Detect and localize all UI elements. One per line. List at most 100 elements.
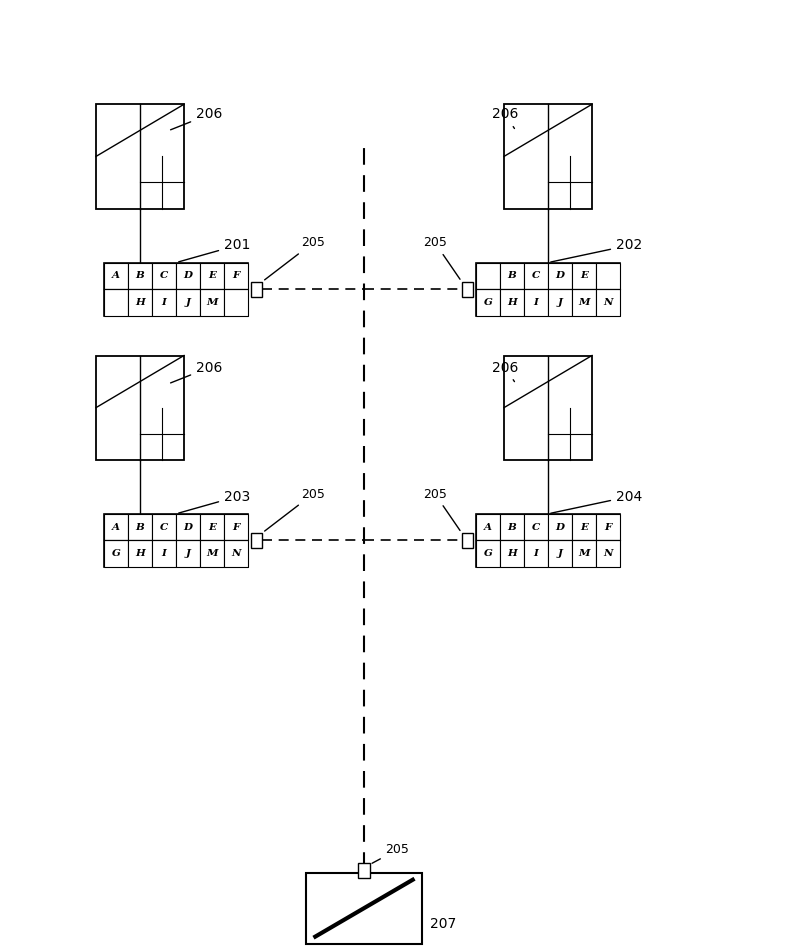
Bar: [152, 514, 176, 540]
Text: I: I: [534, 549, 538, 558]
Text: E: E: [208, 522, 216, 532]
Text: H: H: [507, 549, 517, 558]
Text: 207: 207: [430, 918, 457, 931]
Text: D: D: [555, 271, 565, 281]
Bar: [104, 289, 128, 316]
Bar: [358, 863, 370, 878]
Text: G: G: [483, 549, 493, 558]
Bar: [128, 263, 152, 289]
Bar: [476, 263, 500, 289]
Bar: [200, 263, 224, 289]
Bar: [128, 540, 152, 567]
Text: H: H: [507, 298, 517, 307]
Bar: [152, 289, 176, 316]
Bar: [104, 263, 248, 316]
Text: 202: 202: [550, 238, 642, 262]
Bar: [524, 263, 548, 289]
Text: D: D: [183, 522, 193, 532]
Bar: [572, 514, 596, 540]
Bar: [476, 540, 500, 567]
Text: 206: 206: [170, 360, 222, 383]
Bar: [548, 289, 572, 316]
Text: C: C: [160, 271, 168, 281]
Text: 204: 204: [550, 489, 642, 513]
Text: M: M: [578, 298, 590, 307]
Bar: [500, 263, 524, 289]
Text: I: I: [534, 298, 538, 307]
Bar: [224, 514, 248, 540]
Bar: [152, 263, 176, 289]
Bar: [504, 356, 592, 460]
Bar: [500, 514, 524, 540]
Bar: [251, 533, 262, 548]
Text: 206: 206: [492, 107, 518, 129]
Text: A: A: [112, 271, 120, 281]
Text: J: J: [558, 549, 562, 558]
Text: I: I: [162, 298, 166, 307]
Bar: [176, 289, 200, 316]
Text: M: M: [206, 549, 218, 558]
Bar: [524, 514, 548, 540]
Bar: [176, 514, 200, 540]
Bar: [104, 514, 128, 540]
Bar: [572, 540, 596, 567]
Text: D: D: [555, 522, 565, 532]
Text: 201: 201: [178, 238, 250, 262]
Text: N: N: [231, 549, 241, 558]
Text: 205: 205: [372, 843, 410, 864]
Bar: [128, 289, 152, 316]
Text: 205: 205: [423, 236, 460, 280]
Text: N: N: [603, 549, 613, 558]
Text: E: E: [208, 271, 216, 281]
Bar: [462, 282, 473, 297]
Text: D: D: [183, 271, 193, 281]
Bar: [500, 540, 524, 567]
Bar: [500, 289, 524, 316]
Bar: [176, 263, 200, 289]
Bar: [572, 289, 596, 316]
Bar: [548, 263, 572, 289]
Bar: [596, 514, 620, 540]
Text: A: A: [484, 522, 492, 532]
Text: 205: 205: [265, 236, 325, 280]
Bar: [596, 263, 620, 289]
Text: I: I: [162, 549, 166, 558]
Text: J: J: [186, 549, 190, 558]
Text: 205: 205: [423, 487, 460, 531]
Text: H: H: [135, 549, 145, 558]
Bar: [224, 540, 248, 567]
Text: C: C: [532, 271, 540, 281]
Text: C: C: [160, 522, 168, 532]
Text: H: H: [135, 298, 145, 307]
Bar: [476, 289, 500, 316]
Bar: [224, 263, 248, 289]
Text: E: E: [580, 522, 588, 532]
Bar: [476, 263, 620, 316]
Bar: [476, 514, 500, 540]
Text: F: F: [604, 522, 612, 532]
Text: B: B: [136, 271, 144, 281]
Bar: [96, 104, 184, 209]
Text: B: B: [508, 522, 516, 532]
Text: G: G: [111, 549, 121, 558]
Bar: [476, 514, 620, 567]
Bar: [251, 282, 262, 297]
Bar: [524, 540, 548, 567]
Bar: [524, 289, 548, 316]
Text: A: A: [112, 522, 120, 532]
Bar: [548, 514, 572, 540]
Text: B: B: [136, 522, 144, 532]
Bar: [596, 289, 620, 316]
Text: F: F: [232, 271, 240, 281]
Bar: [128, 514, 152, 540]
Bar: [548, 540, 572, 567]
Bar: [152, 540, 176, 567]
Bar: [96, 356, 184, 460]
Text: F: F: [232, 522, 240, 532]
Bar: [104, 514, 248, 567]
Text: E: E: [580, 271, 588, 281]
Bar: [176, 540, 200, 567]
Text: 205: 205: [265, 487, 325, 531]
Bar: [200, 289, 224, 316]
Bar: [504, 104, 592, 209]
